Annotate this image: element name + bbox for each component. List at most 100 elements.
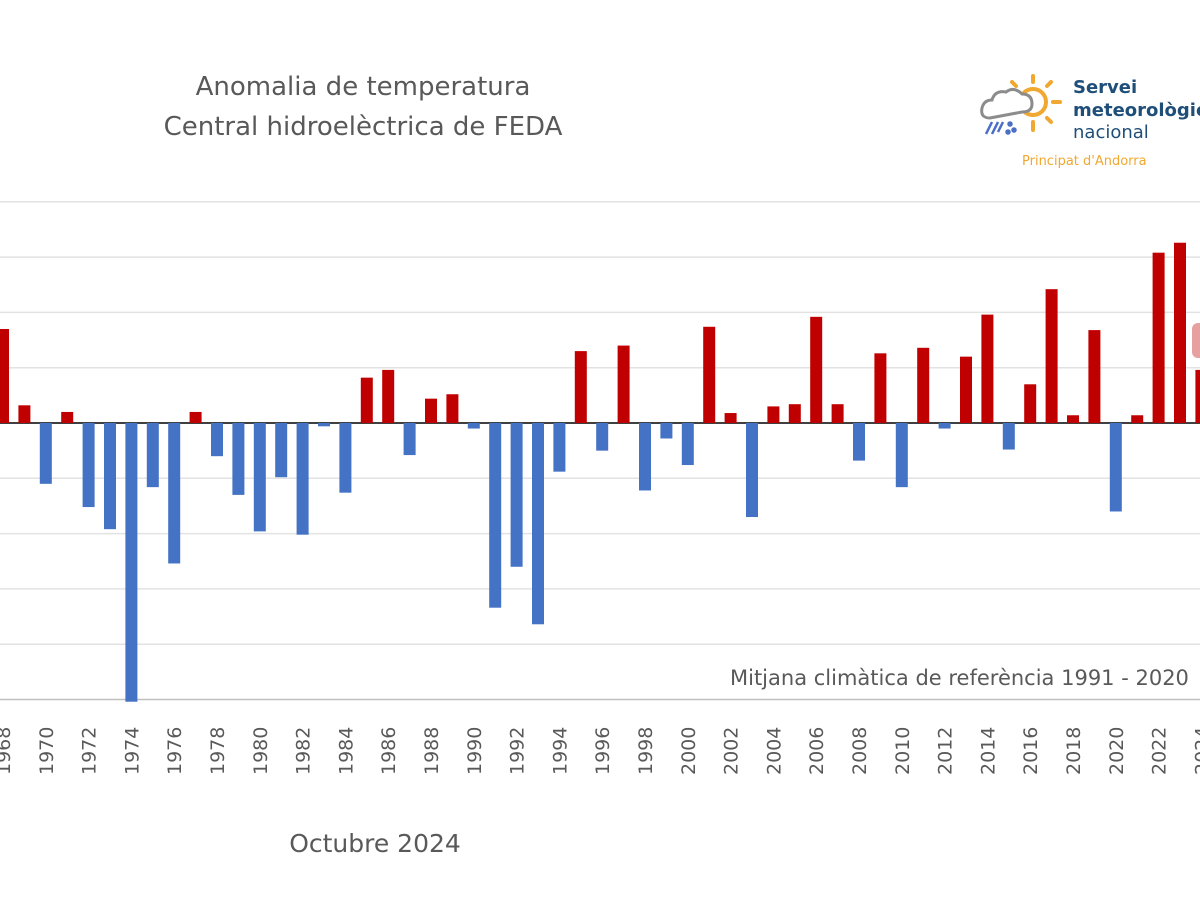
- bar-2022: [1152, 252, 1165, 423]
- bar-1979: [232, 423, 245, 495]
- bar-1989: [446, 394, 459, 423]
- bar-1975: [146, 423, 159, 488]
- bar-2024: [1195, 369, 1200, 423]
- bar-2006: [810, 316, 823, 423]
- reference-annotation: Mitjana climàtica de referència 1991 - 2…: [730, 666, 1189, 690]
- smn-logo: Servei meteorològic nacional Principat d…: [980, 74, 1200, 169]
- bar-2003: [746, 423, 758, 518]
- bar-1996: [596, 423, 609, 451]
- x-tick-label: 2014: [977, 727, 999, 775]
- bar-2002: [724, 413, 737, 423]
- x-tick-label: 2000: [678, 727, 700, 775]
- logo-line4: Principat d'Andorra: [1022, 154, 1147, 169]
- bar-2012: [938, 423, 951, 429]
- x-axis-labels: 1968 1970 1972 1974 1976 1978 1980 1982 1984 1986…: [0, 727, 1200, 775]
- chart-subtitle: Central hidroelèctrica de FEDA: [164, 112, 563, 142]
- bar-2008: [853, 423, 865, 461]
- bar-2013: [960, 356, 972, 423]
- x-tick-label: 1996: [592, 727, 614, 775]
- x-tick-label: 1970: [36, 727, 58, 775]
- bar-1994: [553, 423, 566, 472]
- bar-2007: [831, 404, 844, 423]
- x-tick-label: 2018: [1063, 727, 1085, 775]
- bar-1986: [382, 369, 395, 423]
- x-tick-label: 1982: [293, 727, 315, 775]
- x-tick-label: 1998: [635, 727, 657, 775]
- bar-1992: [510, 423, 523, 567]
- bar-1972: [82, 423, 95, 508]
- x-tick-label: 2024: [1191, 727, 1200, 775]
- x-tick-label: 2020: [1106, 727, 1128, 775]
- x-tick-label: 1978: [207, 727, 229, 775]
- x-tick-label: 1990: [464, 727, 486, 775]
- bar-1971: [61, 411, 74, 423]
- bar-1999: [660, 423, 673, 439]
- bar-1976: [168, 423, 181, 564]
- bar-2020: [1109, 423, 1122, 512]
- value-label-2024: [1192, 323, 1200, 358]
- x-tick-label: 2004: [763, 727, 785, 775]
- bar-2009: [874, 353, 887, 423]
- bar-2014: [981, 314, 994, 423]
- bar-2001: [703, 326, 716, 423]
- bar-1984: [339, 423, 352, 493]
- bar-1974: [125, 423, 138, 702]
- logo-line1: Servei: [1073, 77, 1137, 98]
- bar-2016: [1024, 384, 1037, 423]
- bar-1982: [296, 423, 309, 535]
- bar-2021: [1131, 415, 1144, 423]
- chart-footer-date: Octubre 2024: [289, 829, 461, 858]
- x-tick-label: 1984: [335, 727, 357, 775]
- x-tick-label: 2006: [806, 727, 828, 775]
- bars: [0, 242, 1200, 702]
- bar-2005: [788, 404, 801, 423]
- x-tick-label: 1976: [164, 727, 186, 775]
- bar-1987: [403, 423, 416, 456]
- x-tick-label: 2016: [1020, 727, 1042, 775]
- rain-icon: [984, 121, 1017, 135]
- bar-1991: [489, 423, 502, 608]
- bar-1997: [617, 345, 630, 423]
- x-tick-label: 2002: [721, 727, 743, 775]
- bar-1980: [253, 423, 266, 532]
- bar-1970: [39, 423, 52, 484]
- x-tick-label: 1988: [421, 727, 443, 775]
- bar-2015: [1002, 423, 1015, 450]
- x-tick-label: 1992: [507, 727, 529, 775]
- bar-2017: [1045, 289, 1058, 423]
- x-tick-label: 1974: [121, 727, 143, 775]
- bar-2010: [895, 423, 908, 488]
- bar-1995: [574, 351, 587, 423]
- bar-2000: [681, 423, 694, 466]
- x-tick-label: 2022: [1149, 727, 1171, 775]
- x-tick-label: 2012: [935, 727, 957, 775]
- bar-1973: [104, 423, 116, 530]
- bar-1985: [360, 377, 373, 423]
- chart-title: Anomalia de temperatura: [196, 72, 531, 102]
- bar-1993: [532, 423, 544, 625]
- bar-2018: [1067, 415, 1079, 423]
- x-tick-label: 1980: [250, 727, 272, 775]
- x-tick-label: 1986: [378, 727, 400, 775]
- cloud-icon: [980, 87, 1034, 120]
- x-tick-label: 2008: [849, 727, 871, 775]
- bar-1969: [18, 405, 31, 423]
- bar-2019: [1088, 330, 1101, 423]
- bar-1968: [0, 328, 9, 423]
- bar-1983: [318, 423, 330, 427]
- bar-1998: [639, 423, 651, 491]
- logo-line2: meteorològic: [1073, 100, 1200, 121]
- bar-1981: [275, 423, 288, 478]
- x-tick-label: 2010: [892, 727, 914, 775]
- x-tick-label: 1994: [549, 727, 571, 775]
- bar-2004: [767, 406, 780, 423]
- x-tick-label: 1968: [0, 727, 15, 775]
- bar-1990: [467, 423, 480, 429]
- bar-1977: [189, 411, 202, 423]
- x-tick-label: 1972: [79, 727, 101, 775]
- bar-1988: [425, 398, 437, 423]
- bar-1978: [211, 423, 223, 457]
- bar-2011: [917, 347, 930, 423]
- logo-line3: nacional: [1073, 122, 1149, 143]
